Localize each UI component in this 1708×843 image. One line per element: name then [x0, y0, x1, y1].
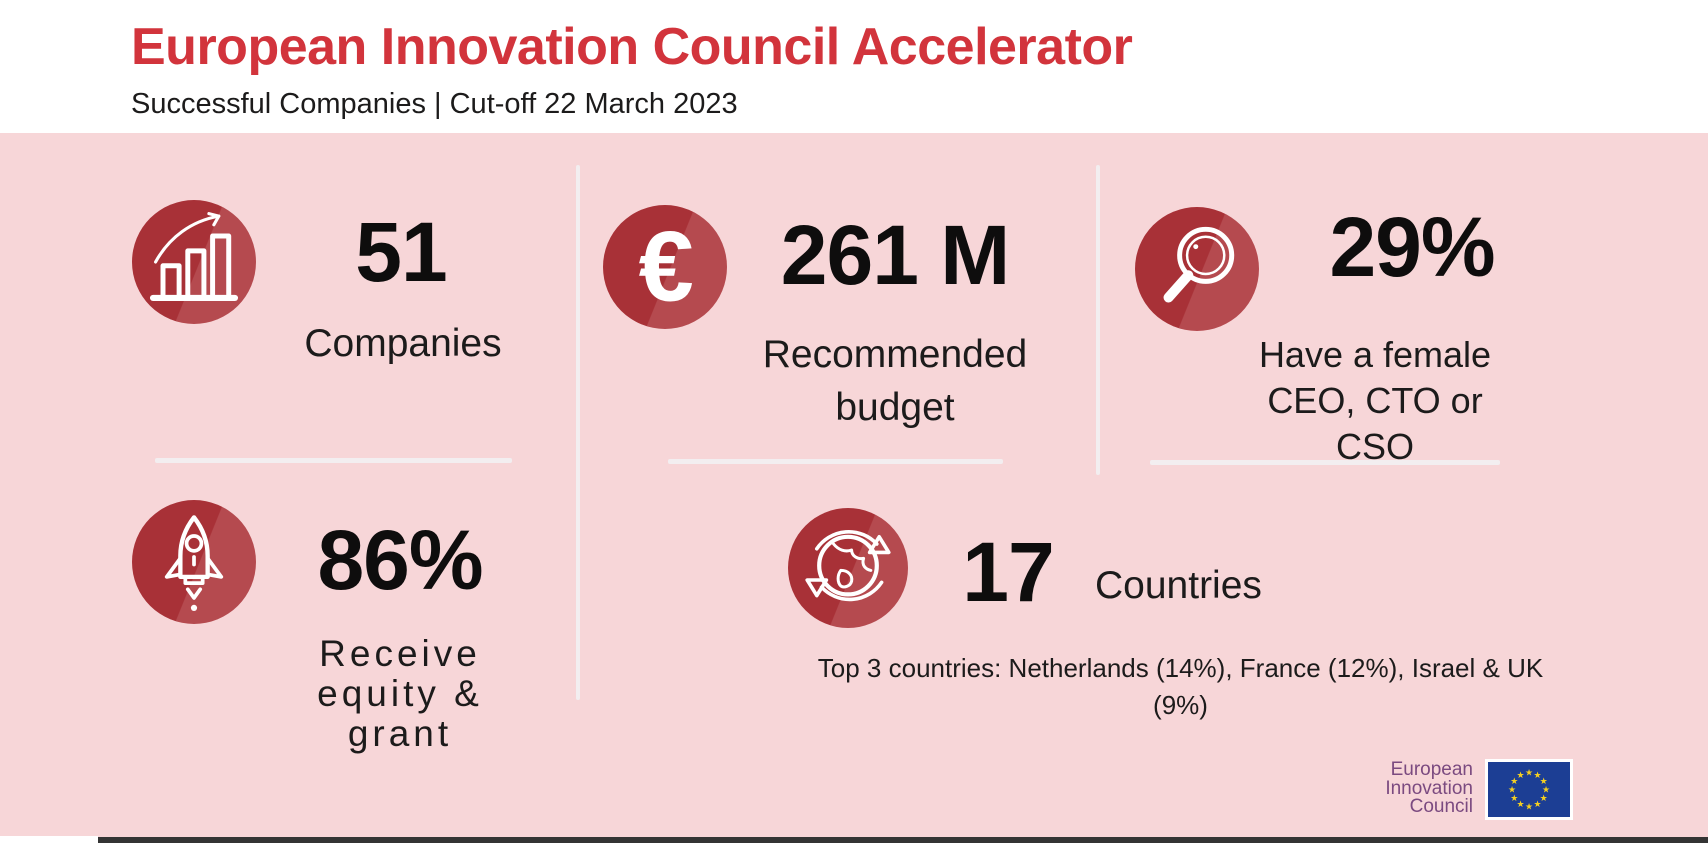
flag-star: ★	[1516, 771, 1524, 781]
stat-value-female-leadership: 29%	[1329, 200, 1495, 294]
stat-value-budget: 261 M	[780, 208, 1010, 302]
top-countries-note: Top 3 countries: Netherlands (14%), Fran…	[817, 653, 1544, 720]
slide-bottom-edge	[98, 837, 1708, 843]
globe-arrows-icon	[788, 508, 908, 628]
flag-star: ★	[1533, 800, 1541, 810]
vertical-divider-1	[576, 165, 580, 700]
stat-label-female-leadership: Have a female CEO, CTO or CSO	[1258, 334, 1492, 467]
vertical-divider-2	[1096, 165, 1100, 475]
horizontal-divider-1	[155, 458, 512, 463]
flag-star: ★	[1540, 794, 1548, 804]
page-title: European Innovation Council Accelerator	[131, 18, 1133, 76]
horizontal-divider-2	[668, 459, 1003, 464]
stat-label-equity-grant: Receive equity & grant	[317, 633, 483, 754]
rocket-icon	[132, 500, 256, 624]
eic-logo-text: European Innovation Council	[1385, 759, 1473, 817]
page-subtitle: Successful Companies | Cut-off 22 March …	[131, 88, 738, 120]
stat-label-companies: Companies	[304, 322, 502, 365]
stat-label-budget: Recommended budget	[762, 333, 1028, 429]
flag-star: ★	[1516, 800, 1524, 810]
eu-flag: ★ ★ ★ ★ ★ ★ ★ ★ ★ ★ ★ ★	[1485, 759, 1573, 820]
flag-star: ★	[1508, 786, 1516, 796]
euro-icon: €	[603, 205, 727, 329]
flag-star: ★	[1525, 769, 1533, 779]
stat-label-countries: Countries	[1095, 564, 1262, 607]
euro-glyph: €	[639, 211, 694, 322]
flag-star: ★	[1542, 786, 1550, 796]
stats-panel	[0, 133, 1708, 843]
slide-bottom-corner	[0, 836, 98, 843]
flag-star: ★	[1525, 803, 1533, 813]
horizontal-divider-3	[1150, 460, 1500, 465]
flag-star: ★	[1510, 777, 1518, 787]
flag-star: ★	[1510, 794, 1518, 804]
magnifier-icon	[1135, 207, 1259, 331]
bar-chart-growth-icon	[132, 200, 256, 324]
flag-star: ★	[1533, 771, 1541, 781]
stat-value-equity-grant: 86%	[317, 513, 483, 607]
stat-value-companies: 51	[355, 205, 447, 299]
stat-value-countries: 17	[962, 525, 1054, 619]
flag-star: ★	[1540, 777, 1548, 787]
